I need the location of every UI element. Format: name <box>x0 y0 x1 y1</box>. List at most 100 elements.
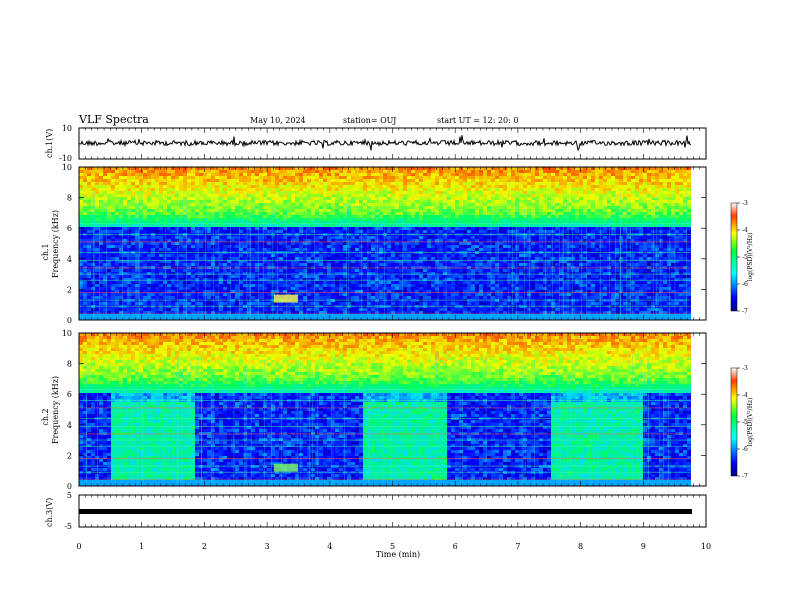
spectrogram-cell <box>119 317 124 320</box>
spectrogram-cell <box>351 173 356 177</box>
spectrogram-cell <box>107 191 112 195</box>
spectrogram-cell <box>87 215 92 219</box>
spectrogram-cell <box>363 200 368 204</box>
spectrogram-cell <box>395 257 400 261</box>
spectrogram-cell <box>123 278 128 282</box>
spectrogram-cell <box>259 275 264 279</box>
spectrogram-cell <box>427 299 432 303</box>
spectrogram-cell <box>91 194 96 198</box>
spectrogram-cell <box>231 239 236 243</box>
spectrogram-cell <box>227 179 232 183</box>
spectrogram-cell <box>87 299 92 303</box>
spectrogram-cell <box>391 248 396 252</box>
spectrogram-cell <box>127 221 132 225</box>
spectrogram-cell <box>107 185 112 189</box>
spectrogram-cell <box>411 236 416 240</box>
spectrogram-cell <box>323 239 328 243</box>
spectrogram-cell <box>191 257 196 261</box>
spectrogram-cell <box>427 191 432 195</box>
spectrogram-cell <box>155 188 160 192</box>
spectrogram-cell <box>283 206 288 210</box>
spectrogram-cell <box>299 248 304 252</box>
spectrogram-cell <box>307 170 312 174</box>
spectrogram-cell <box>291 275 296 279</box>
spectrogram-cell <box>303 314 308 318</box>
spectrogram-cell <box>271 245 276 249</box>
spectrogram-cell <box>143 197 148 201</box>
spectrogram-cell <box>431 317 436 320</box>
spectrogram-cell <box>415 254 420 258</box>
spectrogram-cell <box>231 170 236 174</box>
spectrogram-cell <box>339 260 344 264</box>
spectrogram-cell <box>319 200 324 204</box>
spectrogram-cell <box>219 257 224 261</box>
spectrogram-cell <box>451 287 456 291</box>
spectrogram-cell <box>115 173 120 177</box>
spectrogram-cell <box>395 179 400 183</box>
spectrogram-cell <box>407 185 412 189</box>
spectrogram-cell <box>395 269 400 273</box>
spectrogram-cell <box>295 302 300 306</box>
spectrogram-cell <box>103 266 108 270</box>
spectrogram-cell <box>355 278 360 282</box>
spectrogram-cell <box>147 212 152 216</box>
spectrogram-cell <box>447 191 452 195</box>
spectrogram-cell <box>375 170 380 174</box>
spectrogram-cell <box>251 197 256 201</box>
spectrogram-cell <box>467 197 472 201</box>
spectrogram-cell <box>159 242 164 246</box>
spectrogram-cell <box>411 176 416 180</box>
spectrogram-cell <box>419 230 424 234</box>
spectrogram-cell <box>395 248 400 252</box>
spectrogram-cell <box>263 305 268 309</box>
spectrogram-cell <box>371 275 376 279</box>
spectrogram-cell <box>391 257 396 261</box>
spectrogram-cell <box>463 233 468 237</box>
spectrogram-cell <box>275 185 280 189</box>
spectrogram-cell <box>271 254 276 258</box>
spectrogram-cell <box>287 182 292 186</box>
spectrogram-cell <box>399 308 404 312</box>
spectrogram-cell <box>311 170 316 174</box>
spectrogram-cell <box>263 257 268 261</box>
spectrogram-cell <box>327 239 332 243</box>
spectrogram-cell <box>327 173 332 177</box>
spectrogram-cell <box>155 245 160 249</box>
spectrogram-cell <box>151 317 156 320</box>
spectrogram-cell <box>323 188 328 192</box>
spectrogram-cell <box>279 212 284 216</box>
spectrogram-cell <box>419 188 424 192</box>
spectrogram-cell <box>455 305 460 309</box>
spectrogram-cell <box>199 257 204 261</box>
spectrogram-cell <box>191 260 196 264</box>
spectrogram-cell <box>331 221 336 225</box>
spectrogram-cell <box>367 233 372 237</box>
spectrogram-cell <box>303 221 308 225</box>
spectrogram-cell <box>379 185 384 189</box>
spectrogram-cell <box>267 263 272 267</box>
spectrogram-cell <box>191 176 196 180</box>
spectrogram-cell <box>203 221 208 225</box>
spectrogram-cell <box>439 266 444 270</box>
spectrogram-cell <box>299 176 304 180</box>
spectrogram-cell <box>403 281 408 285</box>
spectrogram-cell <box>311 263 316 267</box>
spectrogram-cell <box>447 170 452 174</box>
spectrogram-cell <box>147 269 152 273</box>
spectrogram-cell <box>455 257 460 261</box>
spectrogram-cell <box>99 242 104 246</box>
spectrogram-cell <box>375 188 380 192</box>
spectrogram-cell <box>415 230 420 234</box>
spectrogram-cell <box>267 197 272 201</box>
spectrogram-cell <box>203 272 208 276</box>
spectrogram-cell <box>431 239 436 243</box>
spectrogram-cell <box>283 284 288 288</box>
spectrogram-cell <box>267 233 272 237</box>
spectrogram-cell <box>187 173 192 177</box>
spectrogram-cell <box>431 296 436 300</box>
spectrogram-cell <box>291 188 296 192</box>
spectrogram-cell <box>195 248 200 252</box>
spectrogram-cell <box>235 290 240 294</box>
spectrogram-cell <box>251 254 256 258</box>
spectrogram-cell <box>219 233 224 237</box>
